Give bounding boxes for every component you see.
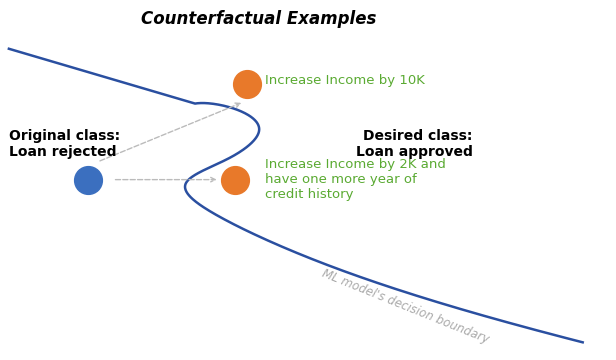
Text: Original class:
Loan rejected: Original class: Loan rejected: [9, 129, 120, 159]
Text: Increase Income by 2K and
have one more year of
credit history: Increase Income by 2K and have one more …: [265, 158, 446, 201]
Text: ML model's decision boundary: ML model's decision boundary: [320, 267, 491, 347]
Point: [83, 177, 93, 183]
Text: Counterfactual Examples: Counterfactual Examples: [142, 10, 377, 28]
Point: [230, 177, 240, 183]
Point: [242, 81, 252, 87]
Text: Desired class:
Loan approved: Desired class: Loan approved: [356, 129, 473, 159]
Text: Increase Income by 10K: Increase Income by 10K: [265, 74, 425, 87]
